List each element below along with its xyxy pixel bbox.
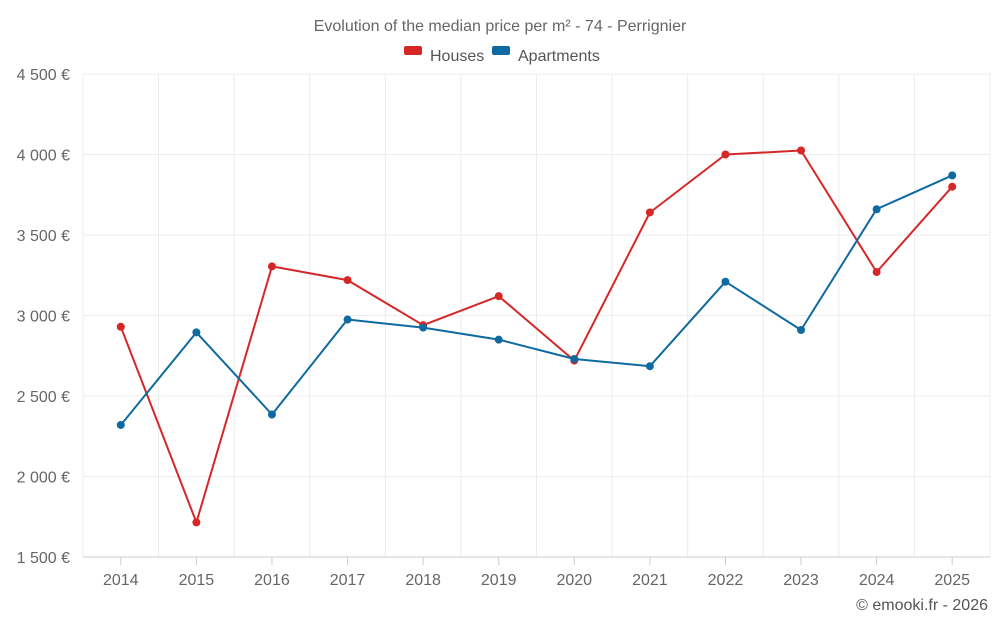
- data-point-apartments[interactable]: [494, 335, 503, 344]
- data-point-apartments[interactable]: [570, 354, 579, 363]
- data-point-apartments[interactable]: [116, 420, 125, 429]
- data-point-apartments[interactable]: [721, 277, 730, 286]
- series-apartments: [116, 171, 957, 429]
- x-tick-label: 2019: [481, 572, 517, 589]
- series-line-apartments: [120, 174, 953, 426]
- data-point-houses[interactable]: [872, 268, 881, 277]
- data-point-apartments[interactable]: [645, 362, 654, 371]
- y-tick-label: 2 000 €: [17, 470, 70, 487]
- gridlines: [82, 73, 991, 557]
- data-point-apartments[interactable]: [343, 315, 352, 324]
- credit-text: © emooki.fr - 2026: [856, 597, 988, 614]
- data-point-apartments[interactable]: [797, 325, 806, 334]
- legend-item-apartments[interactable]: Apartments: [492, 46, 600, 65]
- x-tick-label: 2023: [783, 572, 819, 589]
- x-tick-label: 2017: [330, 572, 366, 589]
- data-point-houses[interactable]: [116, 322, 125, 331]
- y-tick-label: 3 000 €: [17, 309, 70, 326]
- data-point-houses[interactable]: [267, 262, 276, 271]
- legend-label: Houses: [430, 48, 484, 65]
- x-tick-label: 2022: [708, 572, 744, 589]
- data-point-apartments[interactable]: [872, 205, 881, 214]
- series-layer: [116, 146, 957, 527]
- legend-item-houses[interactable]: Houses: [404, 46, 484, 65]
- data-point-apartments[interactable]: [948, 171, 957, 180]
- data-point-apartments[interactable]: [192, 328, 201, 337]
- data-point-houses[interactable]: [192, 518, 201, 527]
- series-line-houses: [119, 149, 953, 524]
- y-tick-label: 2 500 €: [17, 389, 70, 406]
- y-tick-label: 4 500 €: [17, 67, 70, 84]
- chart-title: Evolution of the median price per m² - 7…: [314, 18, 687, 35]
- y-tick-label: 4 000 €: [17, 148, 70, 165]
- x-tick-label: 2018: [405, 572, 441, 589]
- x-tick-label: 2014: [103, 572, 139, 589]
- x-tick-label: 2020: [556, 572, 592, 589]
- y-tick-label: 1 500 €: [17, 550, 70, 567]
- chart-header: Evolution of the median price per m² - 7…: [314, 18, 687, 35]
- x-tick-label: 2021: [632, 572, 668, 589]
- data-point-apartments[interactable]: [267, 410, 276, 419]
- data-point-apartments[interactable]: [419, 323, 428, 332]
- legend-label: Apartments: [518, 48, 600, 65]
- legend-swatch: [492, 46, 510, 55]
- y-tick-label: 3 500 €: [17, 228, 70, 245]
- axes: 1 500 € 2 000 € 2 500 € 3 000 € 3 500 € 4 000…: [17, 67, 990, 589]
- x-tick-label: 2015: [179, 572, 215, 589]
- legend: Houses Apartments: [404, 46, 600, 65]
- data-point-houses[interactable]: [721, 150, 730, 159]
- data-point-houses[interactable]: [645, 208, 654, 217]
- x-tick-label: 2016: [254, 572, 290, 589]
- data-point-houses[interactable]: [343, 276, 352, 285]
- data-point-houses[interactable]: [797, 146, 806, 155]
- data-point-houses[interactable]: [948, 182, 957, 191]
- x-tick-label: 2025: [934, 572, 970, 589]
- data-point-houses[interactable]: [494, 292, 503, 301]
- legend-swatch: [404, 46, 422, 55]
- x-tick-label: 2024: [859, 572, 895, 589]
